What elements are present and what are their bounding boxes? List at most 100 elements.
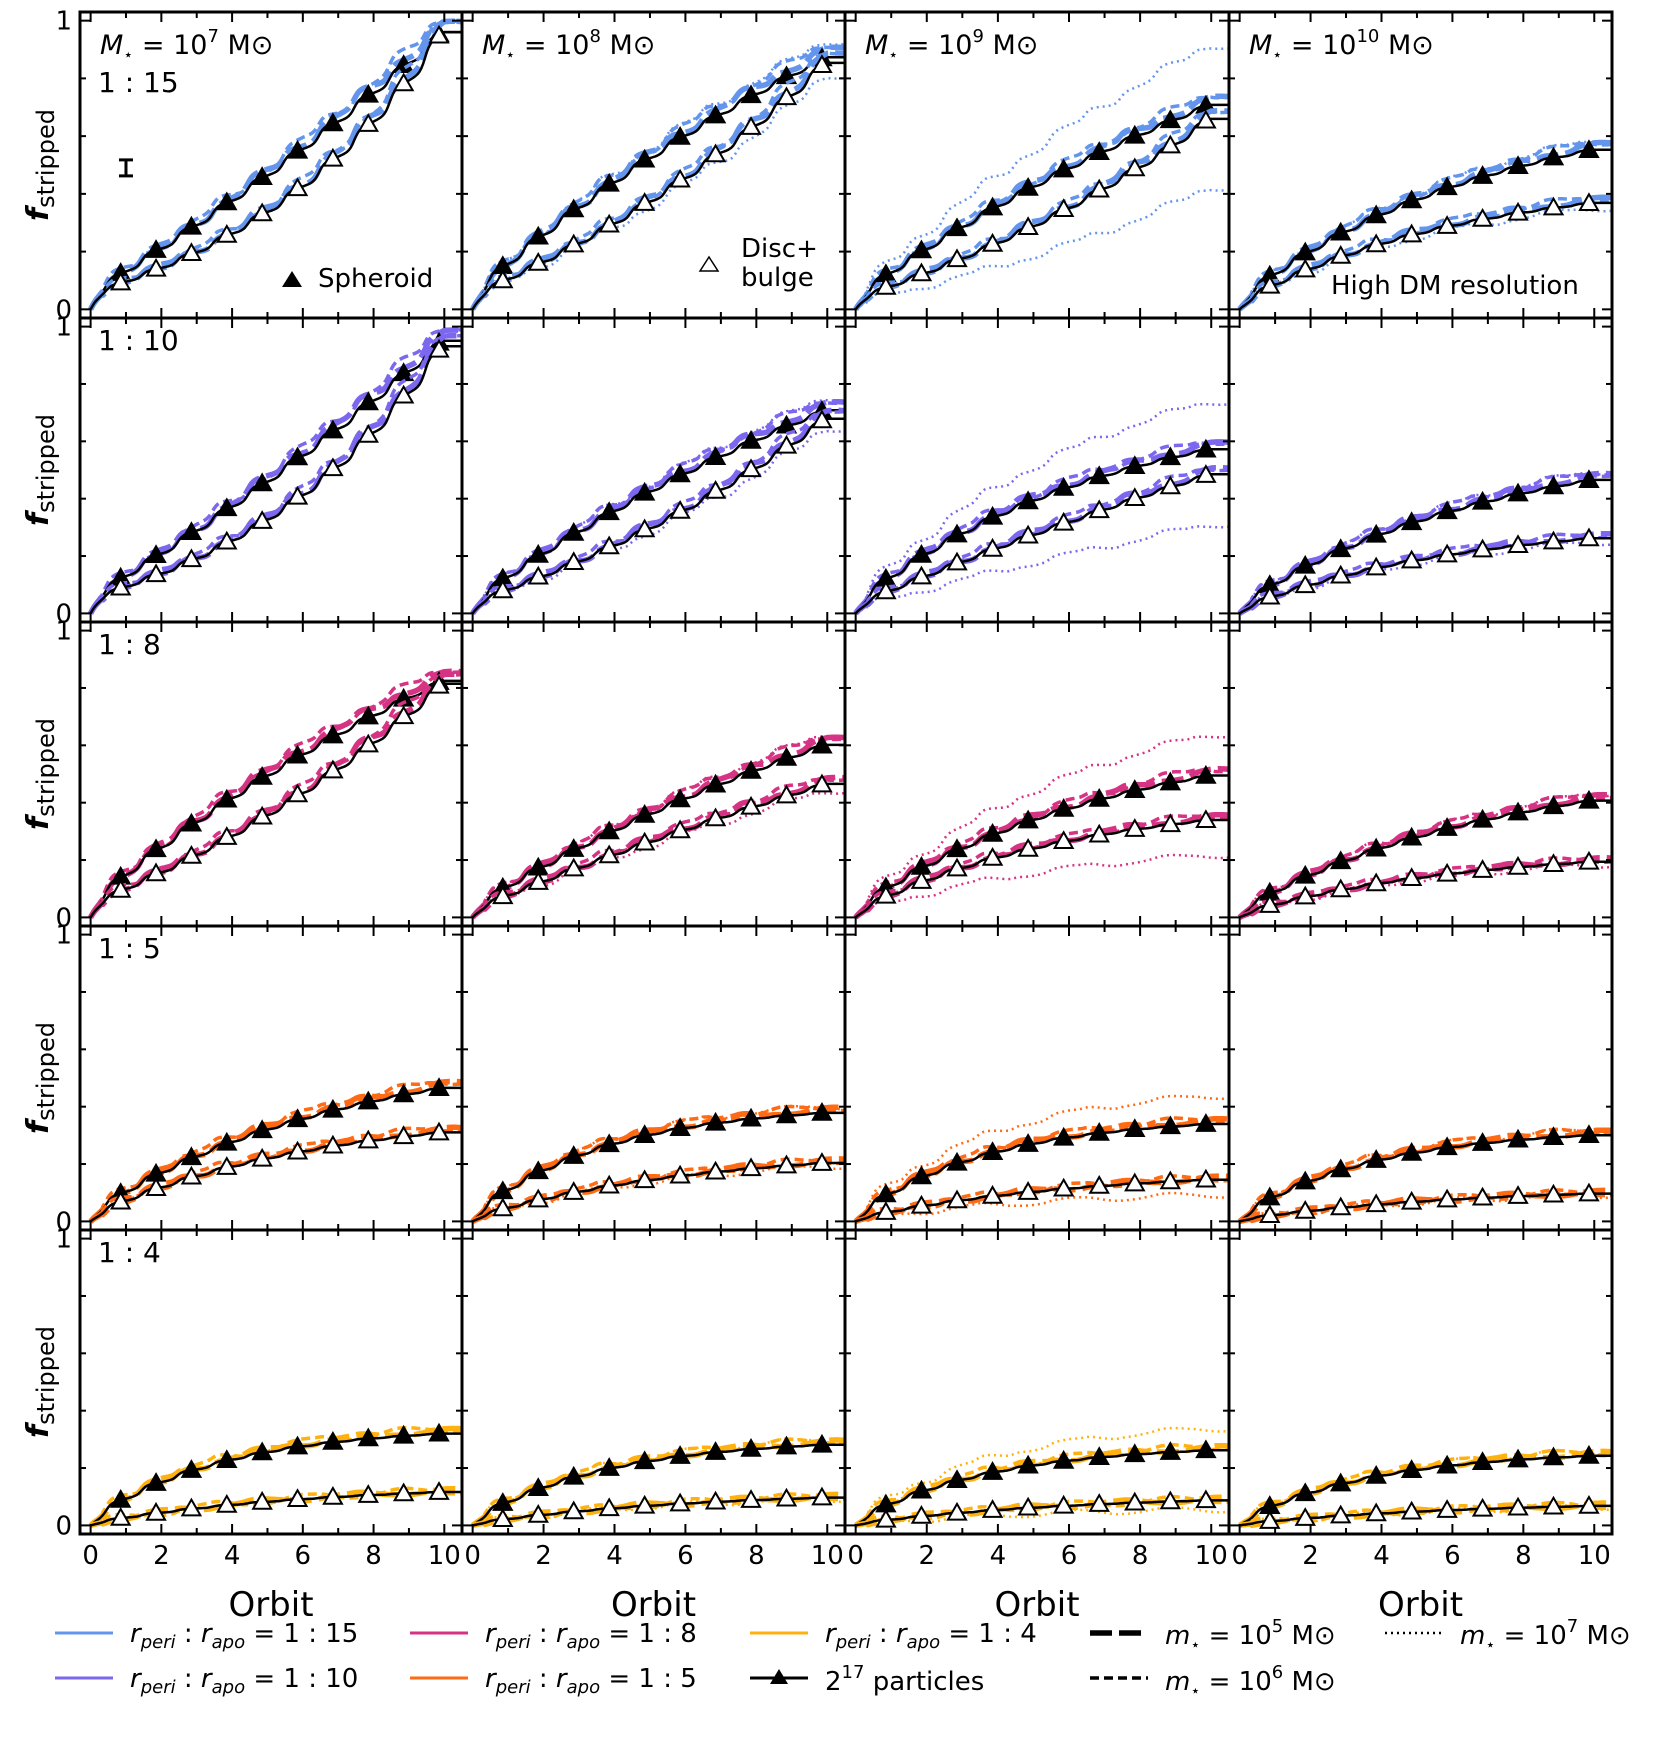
filled-triangle-marker <box>527 1477 549 1496</box>
panel-plot <box>1237 469 1612 616</box>
x-tick-label: 2 <box>919 1541 936 1571</box>
y-tick-label: 1 <box>55 1225 72 1255</box>
open-triangle-marker <box>775 1487 798 1507</box>
filled-triangle-marker <box>775 746 798 766</box>
open-triangle-marker <box>1400 867 1423 887</box>
open-triangle-marker <box>1124 157 1146 177</box>
filled-triangle-marker <box>740 759 762 779</box>
x-tick-label: 6 <box>1444 1541 1461 1571</box>
open-triangle-marker <box>428 24 450 44</box>
filled-triangle-marker <box>633 1450 656 1470</box>
legend-ratio-label: rperi : rapo = 1 : 10 <box>130 1664 358 1698</box>
mass-eq: = 10 <box>133 30 207 61</box>
open-triangle-marker <box>946 1189 968 1209</box>
filled-triangle-marker <box>1471 1132 1494 1151</box>
mass-M: M <box>482 30 505 61</box>
panel-r1-c0 <box>78 316 464 624</box>
open-triangle-marker <box>1017 216 1039 236</box>
r-sub-apo: apo <box>567 1632 600 1653</box>
open-triangle-marker <box>1329 1504 1352 1524</box>
mass-star: ⋆ <box>505 45 515 64</box>
panel-r2-c3 <box>1227 620 1614 928</box>
open-triangle-marker <box>145 862 167 882</box>
panel-r1-c1 <box>460 316 847 624</box>
open-triangle-marker <box>1052 511 1075 531</box>
filled-triangle-marker <box>216 191 238 211</box>
panel-r4-c2 <box>843 1228 1231 1536</box>
filled-triangle-marker <box>1471 808 1494 828</box>
filled-triangle-marker <box>1017 809 1039 829</box>
open-triangle-marker <box>775 1154 798 1174</box>
spheroid-series-m7-dotted <box>854 1426 1229 1527</box>
disc-series-m7-dotted <box>855 853 1229 919</box>
open-triangle-marker <box>428 674 450 694</box>
open-triangle-marker <box>109 878 132 898</box>
filled-triangle-marker <box>286 744 309 764</box>
r-symbol: r <box>130 1619 143 1649</box>
y-tick-label: 0 <box>55 599 72 629</box>
filled-triangle-marker <box>1329 538 1352 558</box>
open-triangle-marker <box>1088 1493 1110 1512</box>
panel-plot <box>1237 1124 1612 1225</box>
open-triangle-marker <box>180 1497 203 1517</box>
spheroid-series-m7-dotted <box>854 47 1229 310</box>
x-tick-label: 6 <box>295 1541 312 1571</box>
filled-triangle-marker <box>1159 446 1182 466</box>
open-triangle-marker <box>1052 198 1075 217</box>
filled-triangle-marker <box>1195 764 1217 784</box>
filled-triangle-marker <box>322 1098 344 1118</box>
filled-triangle-marker <box>1507 801 1529 821</box>
filled-triangle-marker <box>357 391 379 411</box>
filled-triangle-marker <box>669 788 691 808</box>
open-triangle-marker <box>1124 487 1146 506</box>
m-eq: = 10 <box>1200 1621 1271 1651</box>
filled-triangle-marker <box>633 804 656 823</box>
panel-r0-c3 <box>1227 10 1614 320</box>
mass-star: ⋆ <box>888 45 898 64</box>
panel-r2-c2 <box>843 620 1231 928</box>
open-triangle-marker <box>1259 894 1281 913</box>
y-tick-label: 1 <box>55 617 72 647</box>
panel-plot <box>853 402 1229 616</box>
open-triangle-marker <box>946 551 968 571</box>
filled-triangle-marker <box>740 84 762 104</box>
panel-r3-c2 <box>843 924 1231 1232</box>
panel-frame <box>843 1228 1231 1536</box>
open-triangle-marker <box>180 845 203 864</box>
open-triangle-marker <box>1159 1490 1182 1510</box>
open-triangle-marker <box>633 1169 656 1189</box>
open-triangle-marker <box>740 795 762 815</box>
open-triangle-marker <box>492 579 514 599</box>
open-triangle-marker <box>981 537 1004 557</box>
x-tick-label: 10 <box>428 1541 461 1571</box>
open-triangle-marker <box>492 1508 514 1527</box>
mass-M: M <box>1249 30 1272 61</box>
filled-triangle-marker <box>946 217 968 237</box>
r-sub-apo: apo <box>567 1677 600 1698</box>
filled-triangle-marker <box>1195 1439 1217 1459</box>
filled-triangle-marker <box>598 820 620 840</box>
open-triangle-marker <box>1471 1186 1494 1206</box>
open-triangle-marker <box>1124 818 1146 837</box>
filled-triangle-marker <box>527 1160 549 1180</box>
panel-frame <box>460 1228 847 1536</box>
panel-plot <box>853 735 1229 920</box>
panel-frame <box>460 316 847 624</box>
filled-triangle-marker <box>811 1433 833 1453</box>
panel-plot <box>470 42 845 311</box>
filled-triangle-marker <box>1436 1136 1458 1156</box>
open-triangle-marker <box>1436 1499 1458 1518</box>
open-triangle-marker <box>669 819 691 839</box>
filled-triangle-marker <box>1578 469 1600 489</box>
filled-triangle-marker <box>1507 155 1529 174</box>
open-triangle-marker <box>1329 245 1352 264</box>
x-tick-label: 10 <box>1578 1541 1611 1571</box>
open-triangle-marker <box>216 223 238 243</box>
filled-triangle-marker <box>1195 1113 1217 1132</box>
filled-triangle-marker <box>1471 490 1494 510</box>
filled-triangle-marker <box>216 1449 238 1468</box>
open-triangle-marker <box>527 1504 549 1523</box>
open-triangle-marker <box>875 884 897 904</box>
